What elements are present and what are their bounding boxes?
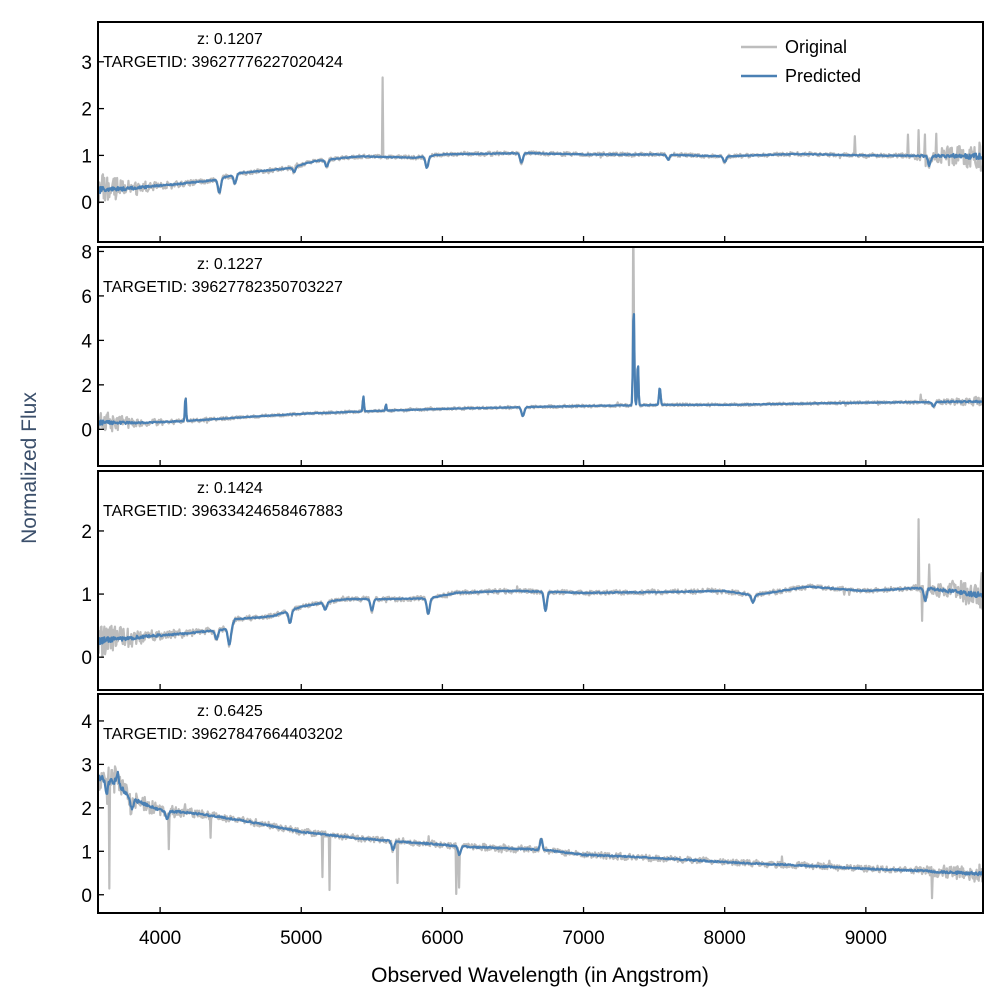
x-tick-label: 6000 [421,928,463,949]
redshift-annotation: z: 0.1207 [197,31,263,48]
predicted-series-line [98,770,983,877]
predicted-series-line [98,312,983,426]
panel-frame [97,693,984,914]
y-tick-label: 2 [81,799,92,820]
x-tick-label: 5000 [280,928,322,949]
spectrum-panel-2: 0 2 4 6 8 z: 0.1227 TARGETID: 3962778235070322… [81,242,984,467]
predicted-series-line [98,151,983,195]
y-tick-label: 4 [81,712,92,733]
x-tick-label: 8000 [704,928,746,949]
targetid-annotation: TARGETID: 39627847664403202 [103,726,343,743]
y-tick-label: 3 [81,755,92,776]
y-tick-label: 0 [81,648,92,669]
spectra-panels: 0 1 2 3 z: 0.1207 TARGETID: 39627776227020424… [81,21,984,949]
y-tick-label: 1 [81,146,92,167]
y-tick-label: 3 [81,53,92,74]
y-tick-label: 0 [81,420,92,441]
redshift-annotation: z: 0.1424 [197,480,263,497]
panel-frame [97,470,984,691]
y-tick-label: 4 [81,331,92,352]
predicted-series-line [98,585,983,646]
legend-original-label: Original [785,37,847,57]
y-tick-label: 2 [81,100,92,121]
y-tick-label: 1 [81,842,92,863]
spectrum-panel-3: 0 1 2 z: 0.1424 TARGETID: 39633424658467883 [81,470,984,691]
x-tick-label: 4000 [139,928,181,949]
y-tick-label: 8 [81,242,92,263]
original-series-line [98,76,983,205]
x-axis-label: Observed Wavelength (in Angstrom) [371,964,709,987]
y-axis-label: Normalized Flux [18,392,41,544]
original-series-line [98,765,983,900]
y-tick-label: 2 [81,376,92,397]
targetid-annotation: TARGETID: 39627782350703227 [103,279,343,296]
y-tick-label: 2 [81,522,92,543]
spectrum-panel-1: 0 1 2 3 z: 0.1207 TARGETID: 39627776227020424… [81,21,984,243]
legend-predicted-label: Predicted [785,66,861,86]
panel-frame [97,21,984,243]
panel-frame [97,246,984,467]
legend: Original Predicted [741,37,861,86]
spectrum-panel-4: 0 1 2 3 4 4000 5000 6000 7000 8000 9000 z: 0.6425 TA… [81,693,984,949]
redshift-annotation: z: 0.6425 [197,703,263,720]
y-tick-label: 6 [81,287,92,308]
x-tick-label: 9000 [845,928,887,949]
redshift-annotation: z: 0.1227 [197,256,263,273]
original-series-line [98,247,983,433]
y-tick-label: 0 [81,886,92,907]
targetid-annotation: TARGETID: 39633424658467883 [103,503,343,520]
y-tick-label: 1 [81,585,92,606]
x-tick-label: 7000 [562,928,604,949]
targetid-annotation: TARGETID: 39627776227020424 [103,54,343,71]
y-tick-label: 0 [81,193,92,214]
